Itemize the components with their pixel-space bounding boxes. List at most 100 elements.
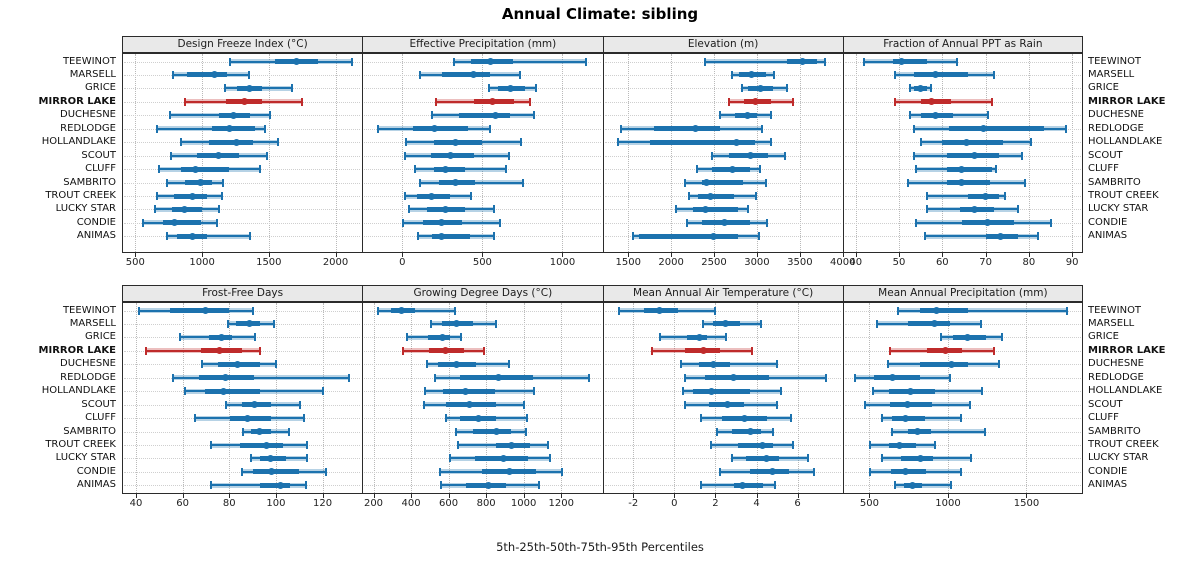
axis-tick <box>1026 494 1028 498</box>
whisker-cap-p95 <box>1065 306 1068 315</box>
gridline-vertical <box>797 303 799 493</box>
axis-tick <box>947 494 949 498</box>
whisker-cap-p95 <box>786 84 789 93</box>
median-dot <box>438 333 446 341</box>
median-dot <box>746 428 754 436</box>
whisker-cap-p95 <box>1030 138 1033 147</box>
axis-tick-label: 1500 <box>615 257 641 268</box>
axis-tick-label: 2000 <box>658 257 684 268</box>
whisker-cap-p95 <box>537 481 540 490</box>
axis-tick-label: 70 <box>979 257 992 268</box>
axis-tick-label: 40 <box>849 257 863 268</box>
whisker-cap-p95 <box>519 70 521 79</box>
site-label-right: DUCHESNE <box>1088 109 1144 121</box>
axis-tick-label: 4 <box>753 498 760 509</box>
whisker-cap-p95 <box>956 57 959 66</box>
p25-p75-bar <box>920 99 951 105</box>
site-label-left: DUCHESNE <box>60 109 116 121</box>
whisker-cap-p95 <box>526 414 529 423</box>
whisker-cap-p5 <box>426 360 428 369</box>
median-dot <box>707 192 715 200</box>
whisker-cap-p5 <box>695 165 698 174</box>
gridline-vertical <box>633 303 635 493</box>
panel-frame <box>602 302 844 494</box>
whisker-cap-p95 <box>824 57 827 66</box>
median-dot <box>701 205 709 213</box>
whisker-cap-p95 <box>759 319 762 328</box>
whisker-cap-p5 <box>172 373 175 382</box>
median-dot <box>902 414 910 422</box>
whisker-cap-p95 <box>459 333 462 342</box>
median-dot <box>709 232 717 240</box>
site-label-right: TROUT CREEK <box>1088 439 1159 450</box>
whisker-line <box>895 484 952 487</box>
whisker-cap-p95 <box>1021 151 1024 160</box>
row-guide <box>124 222 361 224</box>
whisker-cap-p5 <box>913 151 916 160</box>
axis-tick-label: 60 <box>176 498 190 509</box>
whisker-cap-p5 <box>700 481 703 490</box>
axis-tick-label: 1000 <box>189 257 215 268</box>
median-dot <box>438 219 446 227</box>
median-dot <box>931 320 939 328</box>
whisker-cap-p5 <box>227 319 230 328</box>
whisker-cap-p95 <box>780 387 783 396</box>
gridline-vertical <box>671 54 673 252</box>
whisker-cap-p5 <box>241 467 244 476</box>
whisker-cap-p95 <box>791 97 794 106</box>
site-label-right: HOLLANDLAKE <box>1088 136 1163 148</box>
whisker-cap-p95 <box>532 387 535 396</box>
axis-tick-label: 120 <box>313 498 333 509</box>
whisker-cap-p5 <box>681 387 684 396</box>
axis-tick <box>633 494 635 498</box>
whisker-cap-p95 <box>524 427 527 436</box>
whisker-cap-p5 <box>887 360 890 369</box>
axis-tick-label: 1500 <box>256 257 282 268</box>
whisker-cap-p95 <box>215 218 218 227</box>
whisker-cap-p5 <box>853 373 856 382</box>
median-dot <box>446 152 454 160</box>
median-dot <box>251 401 259 409</box>
whisker-cap-p95 <box>991 97 994 106</box>
axis-tick <box>322 494 324 498</box>
whisker-cap-p95 <box>302 414 305 423</box>
axis-tick <box>335 253 337 257</box>
whisker-cap-p95 <box>247 70 250 79</box>
site-label-right: REDLODGE <box>1088 122 1144 134</box>
site-label-right: CONDIE <box>1088 216 1128 228</box>
median-dot <box>902 468 910 476</box>
whisker-cap-p5 <box>702 319 705 328</box>
gridline-vertical <box>715 303 717 493</box>
whisker-cap-p95 <box>1064 124 1067 133</box>
whisker-cap-p5 <box>156 124 159 133</box>
median-dot <box>722 320 730 328</box>
median-dot <box>452 360 460 368</box>
row-guide <box>124 431 361 433</box>
whisker-cap-p95 <box>533 111 536 120</box>
whisker-cap-p5 <box>684 178 687 187</box>
panel-strip: Frost-Free Days <box>122 285 364 302</box>
axis-tick <box>799 253 801 257</box>
whisker-cap-p5 <box>444 414 447 423</box>
whisker-cap-p95 <box>217 205 220 214</box>
whisker-cap-p95 <box>1023 178 1026 187</box>
whisker-cap-p5 <box>156 192 159 200</box>
gridline-vertical <box>1026 303 1028 493</box>
median-dot <box>430 125 438 133</box>
whisker-cap-p5 <box>439 467 442 476</box>
whisker-cap-p95 <box>772 70 775 79</box>
site-label-left: TROUT CREEK <box>45 439 116 450</box>
median-dot <box>438 232 446 240</box>
whisker-cap-p5 <box>405 138 408 147</box>
p25-p75-bar <box>259 482 290 488</box>
axis-tick-label: 200 <box>363 498 384 509</box>
p25-p75-bar <box>169 308 230 313</box>
axis-tick <box>135 253 137 257</box>
panel-frame <box>122 302 364 494</box>
median-dot <box>932 71 940 79</box>
gridline-vertical <box>322 303 324 493</box>
whisker-cap-p95 <box>306 441 309 449</box>
p25-p75-bar <box>889 402 933 408</box>
whisker-cap-p5 <box>876 319 879 328</box>
site-label-left: MIRROR LAKE <box>38 344 116 356</box>
